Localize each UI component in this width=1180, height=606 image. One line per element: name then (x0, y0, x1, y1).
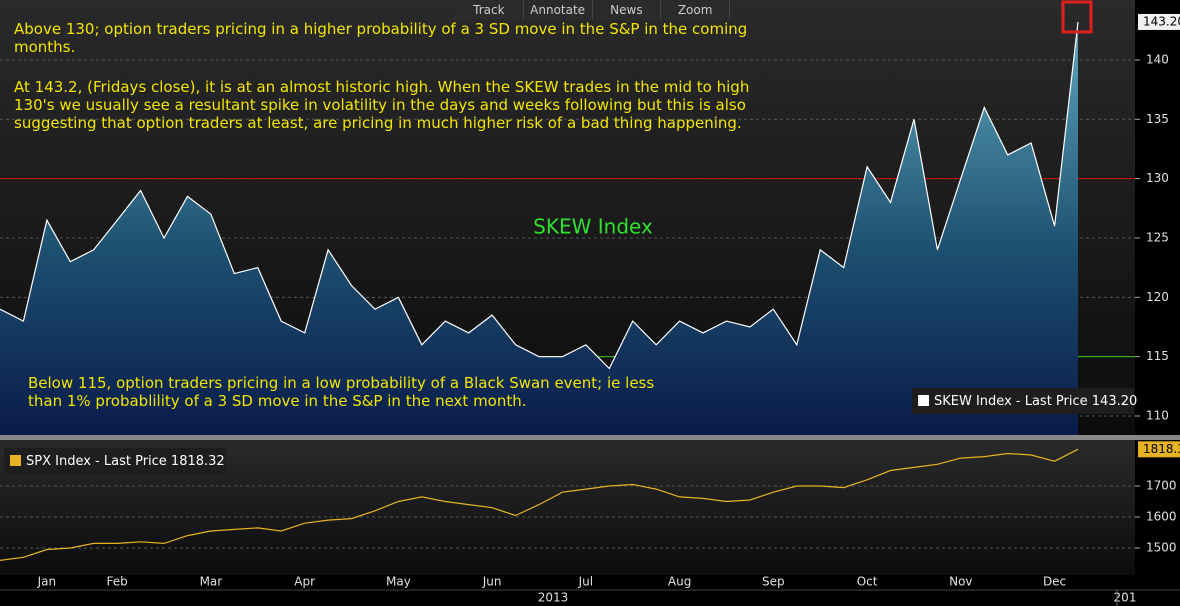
price-tag-label: 1818.3 (1143, 442, 1180, 456)
annotation: At 143.2, (Fridays close), it is at an a… (14, 78, 750, 132)
y-tick-label: 140 (1146, 52, 1169, 66)
x-tick-label: Aug (668, 575, 691, 589)
y-tick-label: 110 (1146, 409, 1169, 423)
price-tag (1138, 13, 1180, 30)
toolbar-button[interactable]: Track (455, 0, 524, 20)
x-tick-label: Jan (37, 575, 57, 589)
x-tick-label: Nov (949, 575, 972, 589)
x-tick-label: Feb (107, 575, 128, 589)
y-tick-label: 130 (1146, 171, 1169, 185)
price-tag-label: 143.20 (1143, 14, 1180, 28)
y-tick-label: 115 (1146, 349, 1169, 363)
panel-divider (0, 435, 1180, 440)
y-tick-label: 135 (1146, 112, 1169, 126)
toolbar-button[interactable]: Zoom (661, 0, 730, 20)
y-tick-label: 120 (1146, 290, 1169, 304)
x-tick-label: Mar (200, 575, 223, 589)
price-tag (1138, 441, 1180, 458)
year-label: 2013 (538, 591, 569, 605)
legend-swatch (918, 395, 929, 406)
x-tick-label: Oct (857, 575, 878, 589)
year-label: 201 (1114, 591, 1137, 605)
legend-swatch (10, 455, 21, 466)
y-tick-label: 1700 (1146, 479, 1177, 493)
toolbar-button[interactable]: Annotate (524, 0, 593, 20)
legend-label: SPX Index - Last Price 1818.32 (26, 454, 225, 469)
x-tick-label: Jul (578, 575, 593, 589)
area (0, 22, 1078, 435)
y-tick-label: 1600 (1146, 510, 1177, 524)
line (0, 448, 1079, 561)
x-tick-label: May (386, 575, 411, 589)
line (0, 21, 1079, 370)
legend: SPX Index - Last Price 1818.32 (4, 448, 226, 474)
y-tick-label: 125 (1146, 230, 1169, 244)
x-tick-label: Jun (482, 575, 502, 589)
legend-box (912, 388, 1134, 414)
toolbar: Track Annotate News Zoom (455, 0, 730, 20)
legend-box (4, 448, 226, 474)
chart-title: SKEW Index (533, 215, 653, 239)
x-tick-label: Apr (294, 575, 315, 589)
x-tick-label: Dec (1043, 575, 1066, 589)
toolbar-button[interactable]: News (593, 0, 662, 20)
last-point-highlight (1061, 0, 1093, 34)
legend-label: SKEW Index - Last Price 143.20 (934, 394, 1137, 409)
annotation: Below 115, option traders pricing in a l… (28, 374, 655, 410)
annotation: Above 130; option traders pricing in a h… (14, 20, 748, 56)
y-tick-label: 1500 (1146, 541, 1177, 555)
x-tick-label: Sep (762, 575, 785, 589)
legend: SKEW Index - Last Price 143.20 (912, 388, 1137, 414)
